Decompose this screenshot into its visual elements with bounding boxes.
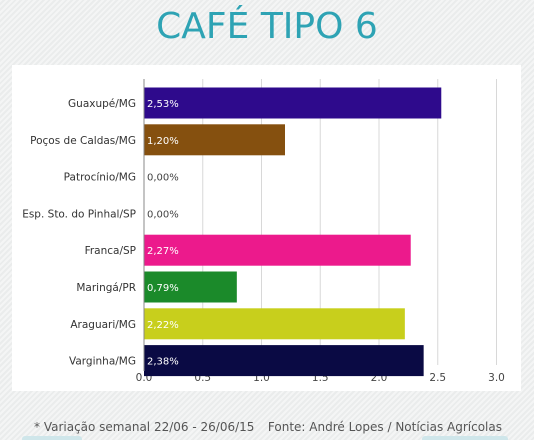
category-label: Franca/SP [85, 245, 136, 257]
data-label: 0,79% [147, 283, 179, 294]
bar [144, 345, 424, 377]
footer-note: * Variação semanal 22/06 - 26/06/15 [34, 420, 255, 434]
category-label: Poços de Caldas/MG [30, 135, 136, 147]
bottom-tab-left[interactable] [22, 436, 82, 440]
bottom-tab-right[interactable] [422, 436, 508, 440]
category-label: Araguari/MG [70, 319, 136, 331]
data-label: 1,20% [147, 136, 179, 147]
data-label: 0,00% [147, 209, 179, 220]
bar [144, 234, 411, 266]
chart-panel: 0.0 0.5 1.0 1.5 2.0 2.5 3.0 Guaxupé/MG 2,53% Poço… [12, 65, 521, 391]
footer-source: Fonte: André Lopes / Notícias Agrícolas [267, 420, 502, 434]
bar [144, 271, 237, 303]
data-label: 0,00% [147, 173, 179, 184]
bar [144, 87, 442, 119]
category-label: Esp. Sto. do Pinhal/SP [22, 208, 136, 220]
data-label: 2,53% [147, 99, 179, 110]
bar [144, 308, 405, 340]
data-label: 2,22% [147, 320, 179, 331]
x-tick-label: 2.5 [429, 372, 446, 384]
category-label: Varginha/MG [69, 356, 136, 368]
category-label: Patrocínio/MG [64, 172, 136, 184]
bar [144, 124, 285, 156]
category-label: Guaxupé/MG [68, 98, 136, 110]
data-label: 2,38% [147, 357, 179, 368]
data-label: 2,27% [147, 246, 179, 257]
x-tick-label: 3.0 [488, 372, 505, 384]
category-label: Maringá/PR [76, 282, 136, 294]
chart-title: CAFÉ TIPO 6 [156, 6, 378, 47]
